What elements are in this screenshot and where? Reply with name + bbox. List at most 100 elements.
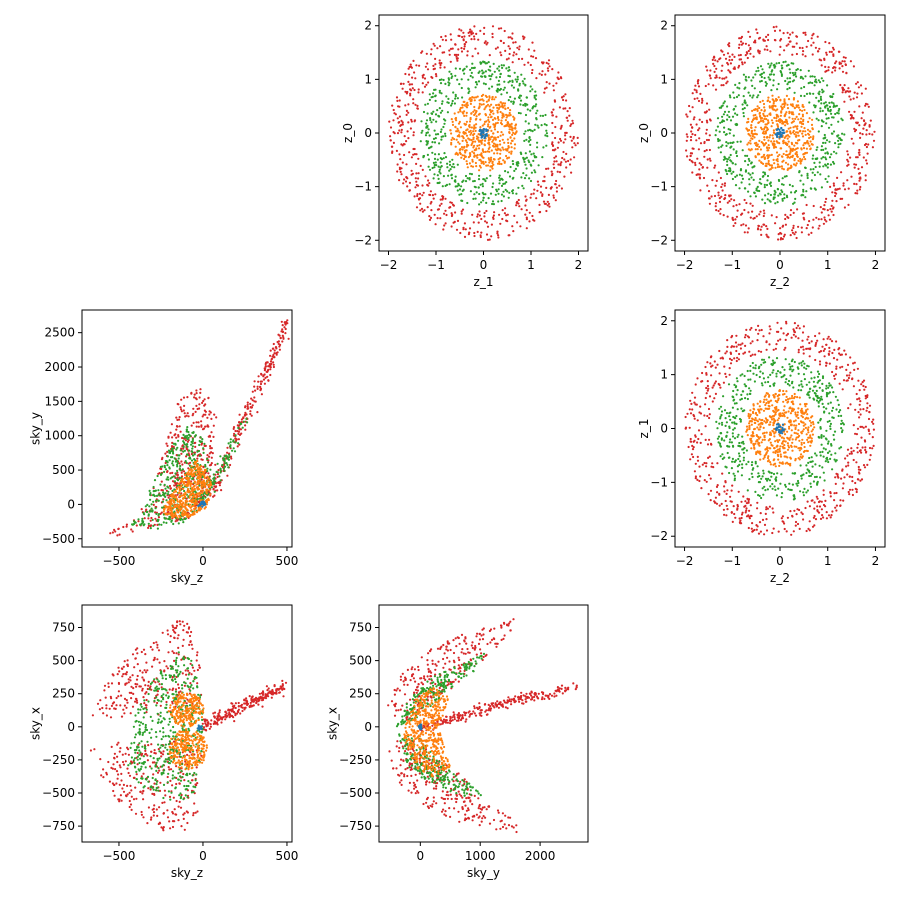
data-point	[793, 157, 796, 161]
data-point	[200, 420, 203, 423]
data-point	[862, 156, 865, 159]
x-tick-label: 2	[872, 258, 880, 272]
data-point	[789, 126, 792, 129]
data-point	[174, 513, 177, 516]
data-point	[750, 130, 753, 133]
data-point	[782, 31, 785, 35]
data-point	[460, 212, 463, 215]
data-point	[396, 117, 399, 120]
data-point	[736, 209, 739, 212]
data-point	[547, 167, 550, 170]
data-point	[564, 93, 567, 96]
data-point	[520, 73, 523, 76]
data-point	[486, 164, 490, 167]
data-point	[691, 171, 694, 174]
data-point	[447, 97, 450, 100]
data-point	[210, 417, 213, 420]
data-point	[837, 50, 841, 53]
data-point	[548, 82, 551, 85]
data-point	[562, 95, 565, 98]
data-point	[758, 111, 762, 114]
data-point	[697, 429, 701, 432]
data-point	[422, 191, 425, 194]
data-point	[849, 90, 852, 93]
data-point	[488, 161, 491, 164]
data-point	[812, 41, 815, 44]
data-point	[493, 211, 496, 214]
data-point	[199, 470, 202, 473]
data-point	[224, 462, 227, 465]
data-point	[468, 162, 471, 165]
data-point	[557, 71, 560, 74]
data-point	[771, 104, 774, 107]
data-point	[217, 469, 220, 472]
data-point	[163, 517, 166, 520]
data-point	[808, 117, 811, 120]
data-point	[199, 391, 202, 394]
data-point	[551, 141, 554, 144]
data-point	[723, 197, 726, 201]
data-point	[458, 135, 461, 138]
data-point	[227, 442, 230, 445]
data-point	[800, 76, 803, 79]
data-point	[513, 214, 516, 217]
data-point	[442, 157, 445, 160]
data-point	[840, 117, 843, 120]
data-point	[818, 161, 821, 164]
data-point	[177, 522, 180, 525]
data-point	[240, 418, 243, 421]
data-point	[788, 183, 792, 186]
data-point	[109, 532, 112, 535]
data-point	[864, 179, 867, 182]
data-point	[846, 363, 850, 366]
x-tick-label: −2	[380, 258, 398, 272]
data-point	[825, 164, 828, 167]
data-point	[176, 500, 179, 503]
data-point	[516, 200, 519, 203]
data-point	[520, 152, 523, 156]
data-point	[855, 183, 858, 186]
data-point	[427, 165, 430, 168]
data-point	[777, 233, 780, 236]
data-point	[754, 113, 757, 117]
data-point	[497, 200, 500, 203]
data-point	[834, 373, 838, 376]
data-point	[481, 182, 484, 185]
data-point	[491, 185, 494, 189]
series	[774, 126, 786, 139]
data-point	[797, 324, 800, 327]
data-point	[794, 152, 797, 156]
data-point	[488, 143, 491, 146]
data-point	[848, 452, 851, 455]
data-point	[389, 126, 393, 129]
data-point	[576, 136, 579, 139]
data-point	[190, 488, 194, 492]
data-point	[472, 127, 476, 130]
data-point	[770, 214, 773, 217]
data-point	[787, 140, 790, 143]
data-point	[689, 152, 693, 155]
data-point	[516, 221, 519, 224]
data-point	[475, 32, 478, 36]
data-point	[777, 238, 780, 241]
data-point	[524, 213, 527, 216]
data-point	[779, 119, 782, 122]
data-point	[457, 122, 461, 125]
data-point	[740, 224, 743, 227]
data-point	[232, 440, 235, 443]
data-point	[445, 213, 448, 217]
data-point	[504, 148, 507, 151]
data-point	[198, 396, 201, 399]
data-point	[202, 413, 205, 416]
data-point	[747, 76, 750, 79]
data-point	[407, 121, 410, 124]
data-point	[473, 185, 476, 188]
data-point	[497, 27, 501, 30]
data-point	[865, 129, 868, 132]
data-point	[818, 90, 821, 93]
data-point	[203, 475, 206, 478]
data-point	[496, 111, 499, 114]
data-point	[473, 155, 476, 158]
points-layer	[388, 25, 579, 241]
data-point	[744, 78, 747, 81]
